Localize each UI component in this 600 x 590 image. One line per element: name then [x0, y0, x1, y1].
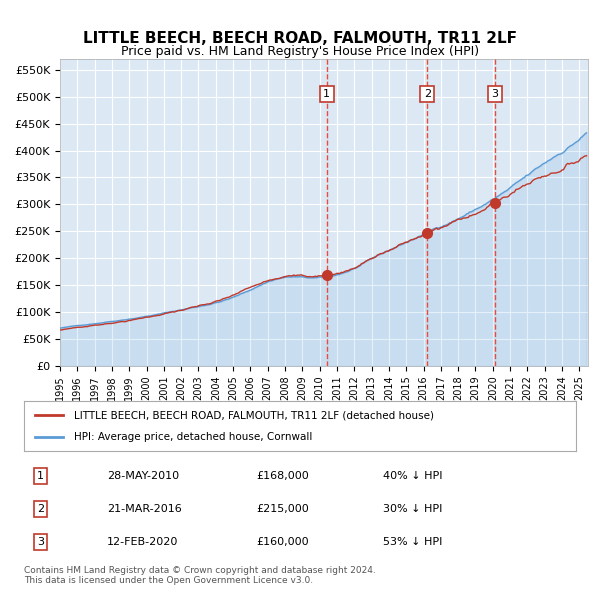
Text: 12-FEB-2020: 12-FEB-2020	[107, 537, 178, 547]
Text: 2: 2	[37, 504, 44, 514]
Text: HPI: Average price, detached house, Cornwall: HPI: Average price, detached house, Corn…	[74, 432, 312, 442]
Text: 30% ↓ HPI: 30% ↓ HPI	[383, 504, 442, 514]
Text: 40% ↓ HPI: 40% ↓ HPI	[383, 471, 442, 481]
Text: 3: 3	[491, 89, 499, 99]
Text: 1: 1	[323, 89, 330, 99]
Text: £168,000: £168,000	[256, 471, 308, 481]
Text: £215,000: £215,000	[256, 504, 308, 514]
Text: 1: 1	[37, 471, 44, 481]
Text: 28-MAY-2010: 28-MAY-2010	[107, 471, 179, 481]
Text: LITTLE BEECH, BEECH ROAD, FALMOUTH, TR11 2LF (detached house): LITTLE BEECH, BEECH ROAD, FALMOUTH, TR11…	[74, 410, 434, 420]
Text: £160,000: £160,000	[256, 537, 308, 547]
Text: LITTLE BEECH, BEECH ROAD, FALMOUTH, TR11 2LF: LITTLE BEECH, BEECH ROAD, FALMOUTH, TR11…	[83, 31, 517, 46]
Text: 21-MAR-2016: 21-MAR-2016	[107, 504, 182, 514]
Text: 53% ↓ HPI: 53% ↓ HPI	[383, 537, 442, 547]
Text: 2: 2	[424, 89, 431, 99]
Text: Price paid vs. HM Land Registry's House Price Index (HPI): Price paid vs. HM Land Registry's House …	[121, 45, 479, 58]
Text: Contains HM Land Registry data © Crown copyright and database right 2024.
This d: Contains HM Land Registry data © Crown c…	[24, 566, 376, 585]
Text: 3: 3	[37, 537, 44, 547]
